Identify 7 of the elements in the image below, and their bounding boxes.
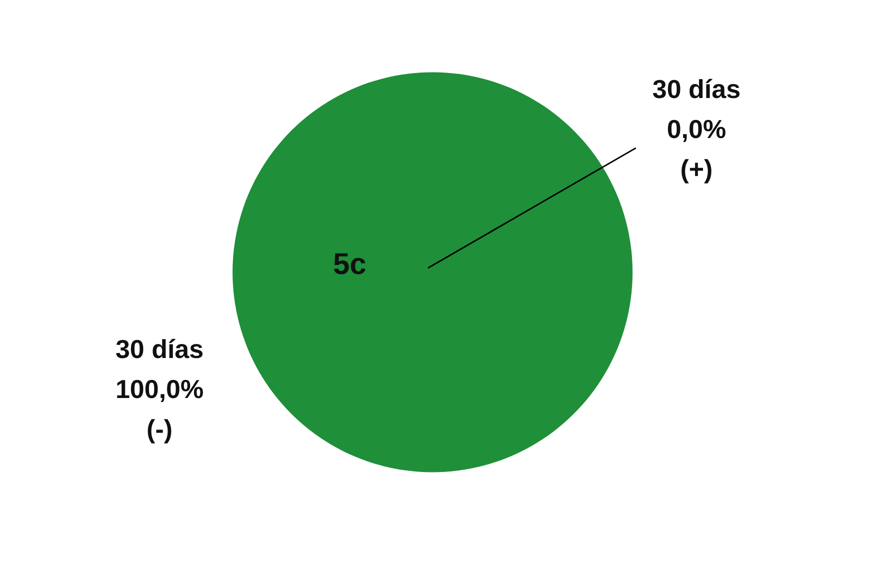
category-label: 30 días (652, 74, 741, 104)
text: (+) (680, 154, 713, 184)
slice-label: 30 días (115, 334, 204, 364)
text: (-) (146, 414, 173, 444)
text: 0,0% (666, 114, 726, 144)
data-label: 100,0% (115, 374, 204, 404)
text: 5c (333, 248, 366, 282)
